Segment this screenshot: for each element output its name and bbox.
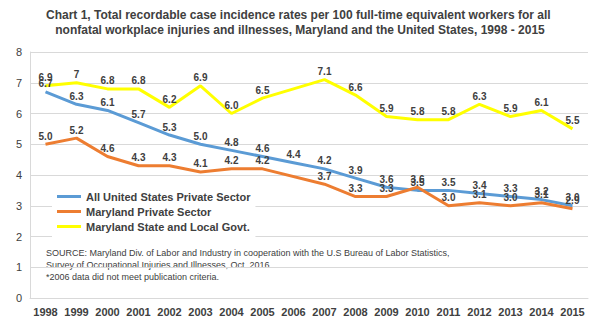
svg-text:6.6: 6.6 <box>349 82 363 93</box>
svg-text:SOURCE: Maryland Div. of Labor: SOURCE: Maryland Div. of Labor and Indus… <box>46 248 450 258</box>
svg-text:4.8: 4.8 <box>225 137 239 148</box>
svg-text:2000: 2000 <box>95 306 119 318</box>
svg-text:4.4: 4.4 <box>287 149 301 160</box>
svg-text:5.2: 5.2 <box>70 125 84 136</box>
svg-text:2.9: 2.9 <box>566 195 580 206</box>
svg-text:6: 6 <box>16 108 22 120</box>
svg-text:3.1: 3.1 <box>473 189 487 200</box>
svg-text:3.3: 3.3 <box>380 183 394 194</box>
svg-text:5.7: 5.7 <box>132 109 146 120</box>
svg-text:3.6: 3.6 <box>411 174 425 185</box>
svg-text:4.6: 4.6 <box>256 143 270 154</box>
svg-text:6.7: 6.7 <box>38 78 53 90</box>
svg-text:*2006 data did not meet public: *2006 data did not meet publication crit… <box>46 272 219 282</box>
svg-text:3.3: 3.3 <box>349 183 363 194</box>
svg-text:5.3: 5.3 <box>163 122 177 133</box>
svg-text:5.9: 5.9 <box>504 103 518 114</box>
svg-text:2014: 2014 <box>529 306 554 318</box>
svg-text:1999: 1999 <box>64 306 88 318</box>
svg-text:6.3: 6.3 <box>473 91 487 102</box>
svg-text:4.2: 4.2 <box>318 155 332 166</box>
svg-text:Maryland Private Sector: Maryland Private Sector <box>86 206 212 218</box>
svg-text:2004: 2004 <box>219 306 244 318</box>
svg-text:7: 7 <box>74 69 80 80</box>
svg-text:4.2: 4.2 <box>256 155 270 166</box>
svg-text:2002: 2002 <box>157 306 181 318</box>
svg-text:2013: 2013 <box>498 306 522 318</box>
svg-text:2: 2 <box>16 231 22 243</box>
svg-text:2011: 2011 <box>437 306 461 318</box>
svg-text:6.8: 6.8 <box>132 75 146 86</box>
svg-text:2007: 2007 <box>312 306 336 318</box>
svg-text:3: 3 <box>16 200 22 212</box>
svg-text:6.1: 6.1 <box>535 97 549 108</box>
svg-text:4.3: 4.3 <box>132 152 146 163</box>
svg-text:5.5: 5.5 <box>566 115 580 126</box>
svg-text:Chart 1, Total recordable case: Chart 1, Total recordable case incidence… <box>46 8 554 22</box>
svg-text:0: 0 <box>16 292 22 304</box>
svg-text:7.1: 7.1 <box>318 66 332 77</box>
svg-text:6.5: 6.5 <box>256 85 270 96</box>
svg-text:6.8: 6.8 <box>101 75 115 86</box>
svg-text:3.7: 3.7 <box>318 171 332 182</box>
svg-text:4.2: 4.2 <box>225 155 239 166</box>
svg-text:2005: 2005 <box>250 306 274 318</box>
svg-text:6.9: 6.9 <box>194 72 208 83</box>
svg-text:2003: 2003 <box>188 306 212 318</box>
svg-text:6.9: 6.9 <box>39 72 53 83</box>
svg-text:Maryland State and Local Govt.: Maryland State and Local Govt. <box>86 221 250 233</box>
svg-text:7: 7 <box>16 77 22 89</box>
svg-text:2008: 2008 <box>343 306 367 318</box>
svg-text:3.5: 3.5 <box>442 177 456 188</box>
svg-text:1: 1 <box>16 261 22 273</box>
svg-text:5.9: 5.9 <box>380 103 394 114</box>
svg-text:5.8: 5.8 <box>411 106 425 117</box>
svg-text:3.4: 3.4 <box>472 179 487 191</box>
svg-text:4.3: 4.3 <box>163 152 177 163</box>
svg-text:3.0: 3.0 <box>504 192 518 203</box>
svg-text:3.6: 3.6 <box>379 173 394 185</box>
svg-text:2010: 2010 <box>405 306 429 318</box>
svg-text:6.0: 6.0 <box>225 100 239 111</box>
svg-text:6.3: 6.3 <box>70 91 84 102</box>
svg-text:3.0: 3.0 <box>442 192 456 203</box>
svg-text:4.6: 4.6 <box>101 143 115 154</box>
svg-text:2001: 2001 <box>126 306 150 318</box>
svg-text:5.8: 5.8 <box>442 106 456 117</box>
svg-text:6.2: 6.2 <box>163 94 177 105</box>
svg-text:nonfatal workplace injuries an: nonfatal workplace injuries and illnesse… <box>55 23 545 37</box>
svg-text:5.0: 5.0 <box>194 131 208 142</box>
svg-text:6.1: 6.1 <box>101 97 115 108</box>
svg-text:2006: 2006 <box>281 306 305 318</box>
svg-text:8: 8 <box>16 46 22 58</box>
svg-text:5: 5 <box>16 138 22 150</box>
svg-text:2015: 2015 <box>560 306 584 318</box>
svg-text:2009: 2009 <box>374 306 398 318</box>
svg-text:All United States Private Sect: All United States Private Sector <box>86 191 251 203</box>
svg-text:3.1: 3.1 <box>535 189 549 200</box>
svg-text:5.0: 5.0 <box>39 131 53 142</box>
svg-text:3.9: 3.9 <box>349 165 363 176</box>
svg-text:4.1: 4.1 <box>194 158 208 169</box>
svg-text:4: 4 <box>16 169 22 181</box>
svg-text:2012: 2012 <box>467 306 491 318</box>
svg-text:Survey of Occupational Injurie: Survey of Occupational Injuries and Illn… <box>46 259 270 270</box>
svg-text:1998: 1998 <box>33 306 57 318</box>
svg-text:3.3: 3.3 <box>503 183 518 194</box>
